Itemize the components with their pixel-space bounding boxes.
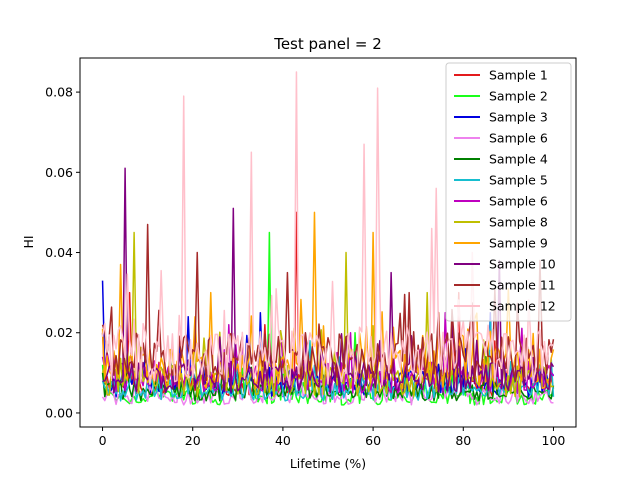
- series-line: [101, 352, 555, 402]
- chart-title: Test panel = 2: [273, 35, 382, 53]
- legend: Sample 1 Sample 2 Sample 3 Sample 6 Sample 4…: [445, 62, 572, 322]
- legend-label: Sample 12: [489, 299, 556, 314]
- legend-label: Sample 9: [489, 236, 548, 251]
- y-tick-label: 0.04: [45, 245, 73, 260]
- legend-label: Sample 6: [489, 131, 548, 146]
- legend-box: [445, 62, 572, 322]
- legend-label: Sample 5: [489, 173, 548, 188]
- series-layer: [101, 71, 555, 406]
- x-tick-label: 100: [542, 433, 566, 448]
- y-tick-label: 0.00: [45, 405, 73, 420]
- x-axis-title: Lifetime (%): [290, 456, 366, 471]
- legend-label: Sample 1: [489, 68, 548, 83]
- legend-label: Sample 11: [489, 278, 556, 293]
- y-axis-title: HI: [21, 235, 36, 248]
- plot-frame: [79, 57, 577, 428]
- x-tick-label: 40: [275, 433, 291, 448]
- x-axis-ticks: 0 20 40 60 80 100: [99, 427, 566, 448]
- y-tick-label: 0.06: [45, 165, 73, 180]
- series-line: [101, 71, 554, 386]
- legend-label: Sample 3: [489, 110, 548, 125]
- x-tick-label: 80: [455, 433, 471, 448]
- legend-label: Sample 8: [489, 215, 548, 230]
- y-tick-label: 0.02: [45, 325, 73, 340]
- legend-label: Sample 4: [489, 152, 548, 167]
- x-tick-label: 20: [185, 433, 201, 448]
- x-tick-label: 0: [99, 433, 107, 448]
- series-line: [101, 319, 555, 402]
- legend-label: Sample 6: [489, 194, 548, 209]
- legend-label: Sample 10: [489, 257, 556, 272]
- x-tick-label: 60: [365, 433, 381, 448]
- legend-label: Sample 2: [489, 89, 548, 104]
- y-axis-ticks: 0.00 0.02 0.04 0.06 0.08: [45, 85, 80, 420]
- y-tick-label: 0.08: [45, 85, 73, 100]
